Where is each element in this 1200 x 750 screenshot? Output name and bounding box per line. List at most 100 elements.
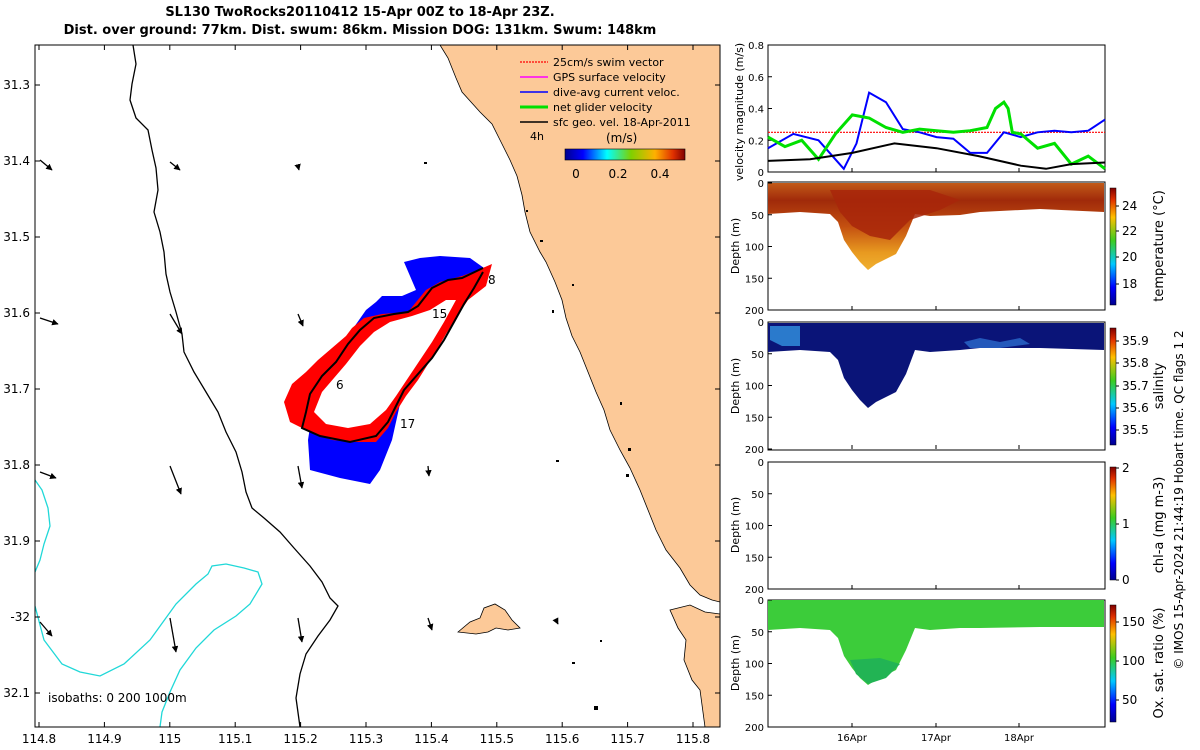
oxygen-cbar-label: Ox. sat. ratio (%) — [1152, 608, 1167, 719]
oxygen-ylabel: Depth (m) — [729, 635, 742, 691]
salinity-depth-tick-label: 200 — [745, 445, 764, 456]
legend-units-label: (m/s) — [606, 131, 637, 145]
salinity-fresh-patch — [770, 326, 800, 346]
oxygen-cbar-tick-label: 50 — [1122, 693, 1137, 707]
salinity-cbar-label: salinity — [1152, 362, 1167, 409]
legend-item-sfc-geo-velocity: sfc geo. vel. 18-Apr-2011 — [520, 116, 691, 129]
oxygen-colorbar — [1109, 604, 1117, 723]
lat-tick-label: 31.6 — [3, 306, 30, 320]
time-axis-ticks: 16Apr 17Apr 18Apr — [837, 168, 1035, 744]
temperature-ylabel: Depth (m) — [729, 218, 742, 274]
chla-colorbar — [1109, 466, 1117, 581]
title-line-1: SL130 TwoRocks20110412 15-Apr 00Z to 18-… — [165, 5, 555, 20]
chla-cbar-tick-label: 0 — [1122, 573, 1130, 587]
salinity-y-ticks: 0 50 100 150 200 — [745, 318, 772, 456]
velocity-ylabel: velocity magnitude (m/s) — [733, 43, 746, 181]
time-tick-label: 16Apr — [837, 733, 868, 744]
oxygen-depth-tick-label: 100 — [745, 660, 764, 671]
oxygen-cbar-tick-label: 100 — [1122, 654, 1145, 668]
temperature-depth-tick-label: 50 — [751, 211, 764, 222]
lon-tick-label: 115.2 — [283, 732, 317, 746]
velocity-series — [767, 91, 1106, 171]
lat-tick-label: 31.5 — [3, 230, 30, 244]
salinity-depth-tick-label: 0 — [758, 318, 764, 329]
salinity-depth-tick-label: 150 — [745, 413, 764, 424]
salinity-cbar-tick-label: 35.5 — [1122, 423, 1149, 437]
day-label-6: 6 — [336, 378, 344, 392]
swath-interior — [314, 300, 456, 428]
salinity-colorbar-ticks: 35.5 35.6 35.7 35.8 35.9 — [1116, 334, 1149, 437]
salinity-ylabel: Depth (m) — [729, 358, 742, 414]
salinity-cbar-tick-label: 35.7 — [1122, 379, 1149, 393]
lat-tick-label: 31.8 — [3, 458, 30, 472]
salinity-cbar-tick-label: 35.6 — [1122, 401, 1149, 415]
velocity-colorbar — [564, 148, 686, 161]
time-tick-label: 17Apr — [921, 733, 952, 744]
legend-label-net-glider-velocity: net glider velocity — [553, 101, 653, 114]
chla-cbar-tick-label: 1 — [1122, 517, 1130, 531]
lat-tick-label: 32.1 — [3, 686, 30, 700]
oxygen-depth-tick-label: 0 — [758, 596, 764, 607]
colorbar-tick-0: 0 — [572, 167, 580, 181]
lon-tick-label: 114.9 — [87, 732, 121, 746]
chla-depth-tick-label: 50 — [751, 490, 764, 501]
velocity-tick-label: 0.2 — [748, 136, 764, 147]
salinity-depth-tick-label: 50 — [751, 350, 764, 361]
lon-tick-label: 115.4 — [414, 732, 448, 746]
latitude-ticks: 31.3 31.4 31.5 31.6 31.7 31.8 31.9 -32 32.1 — [3, 78, 720, 700]
legend-item-net-glider-velocity: net glider velocity — [520, 101, 653, 114]
lon-tick-label: 115 — [158, 732, 181, 746]
longitude-ticks: 114.8 114.9 115 115.1 115.2 115.3 115.4 115.5 11… — [22, 45, 710, 746]
geostrophic-arrows — [39, 159, 559, 653]
figure-title: SL130 TwoRocks20110412 15-Apr 00Z to 18-… — [0, 4, 720, 40]
legend-label-sfc-geo-velocity: sfc geo. vel. 18-Apr-2011 — [553, 116, 691, 129]
temperature-depth-tick-label: 0 — [758, 179, 764, 190]
day-label-17: 17 — [400, 417, 415, 431]
temperature-depth-tick-label: 100 — [745, 243, 764, 254]
oxygen-cbar-tick-label: 150 — [1122, 615, 1145, 629]
legend-interval-label: 4h — [530, 130, 544, 143]
oxygen-depth-tick-label: 200 — [745, 723, 764, 734]
oxygen-y-ticks: 0 50 100 150 200 — [745, 596, 772, 734]
coast-lower-land — [669, 604, 720, 727]
legend-label-dive-avg-current: dive-avg current veloc. — [553, 86, 680, 99]
temperature-colorbar — [1109, 187, 1117, 306]
temperature-warm-core — [830, 190, 960, 240]
salinity-cbar-tick-label: 35.9 — [1122, 334, 1149, 348]
legend-label-swim-vector: 25cm/s swim vector — [553, 56, 664, 69]
colorbar-tick-04: 0.4 — [650, 167, 669, 181]
islets — [424, 162, 631, 710]
temperature-y-ticks: 0 50 100 150 200 — [745, 179, 772, 317]
velocity-series-3 — [767, 142, 1106, 170]
lon-tick-label: 115.7 — [610, 732, 644, 746]
title-line-2: Dist. over ground: 77km. Dist. swum: 86k… — [63, 23, 657, 38]
coastline-land — [439, 45, 720, 603]
oxygen-panel: 0 50 100 150 200 Depth (m) 50 100 150 Ox. sat.… — [729, 596, 1167, 734]
map-panel: 6 8 15 17 — [3, 44, 721, 746]
chla-depth-tick-label: 0 — [758, 458, 764, 469]
oxygen-deep-patch — [850, 658, 900, 684]
lon-tick-label: 115.5 — [480, 732, 514, 746]
legend-item-dive-avg-current: dive-avg current veloc. — [520, 86, 680, 99]
lat-tick-label: 31.4 — [3, 154, 30, 168]
legend-item-gps-velocity: GPS surface velocity — [520, 71, 666, 84]
lat-tick-label: -32 — [10, 610, 30, 624]
isobath-legend: isobaths: 0 200 1000m — [48, 691, 187, 705]
chla-ylabel: Depth (m) — [729, 497, 742, 553]
lon-tick-label: 114.8 — [22, 732, 56, 746]
isobath-1000m-north — [35, 479, 51, 573]
temperature-cbar-tick-label: 20 — [1122, 250, 1137, 264]
velocity-series-1 — [767, 91, 1106, 171]
isobath-1000m-south — [35, 563, 263, 727]
lon-tick-label: 115.3 — [349, 732, 383, 746]
legend-label-gps-velocity: GPS surface velocity — [553, 71, 666, 84]
salinity-fresh-patch-2 — [964, 338, 1030, 348]
lon-tick-label: 115.6 — [545, 732, 579, 746]
chla-cbar-tick-label: 2 — [1122, 461, 1130, 475]
chla-depth-tick-label: 150 — [745, 553, 764, 564]
chla-depth-tick-label: 200 — [745, 585, 764, 596]
colorbar-tick-02: 0.2 — [608, 167, 627, 181]
salinity-cbar-tick-label: 35.8 — [1122, 356, 1149, 370]
